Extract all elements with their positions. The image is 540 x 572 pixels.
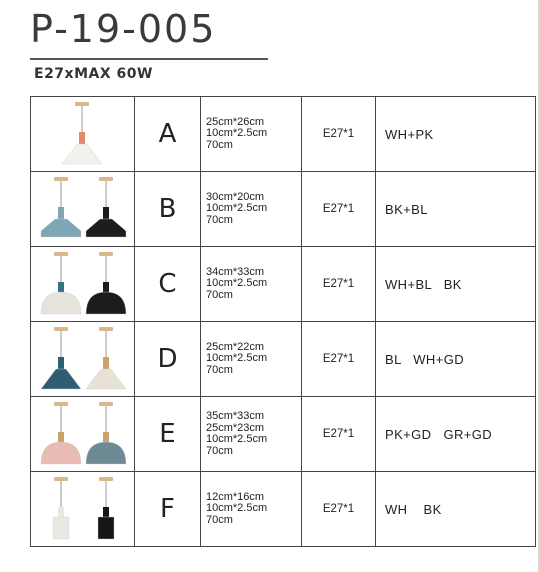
dimension-line: 70cm [206,363,233,376]
dimension-line: 34cm*33cm [206,265,265,278]
dimensions-cell: 34cm*33cm 10cm*2.5cm 70cm [200,246,302,322]
dimensions-cell: 25cm*22cm 10cm*2.5cm 70cm [200,321,302,397]
variant-letter: B [134,171,201,247]
header: P-19-005 [30,6,270,52]
dimension-line: 70cm [206,138,233,151]
pendant-lamp-icon [40,252,82,315]
dimension-line: 70cm [206,288,233,301]
dimension-line: 10cm*2.5cm [206,352,268,365]
dimension-line: 25cm*26cm [206,115,265,128]
color-options-cell: WH BK [375,471,536,547]
product-image [30,171,135,247]
pendant-lamp-icon [85,402,127,465]
lamp-base-cell: E27*1 [301,96,376,172]
product-image [30,246,135,322]
pendant-lamps-illustration [40,402,127,465]
pendant-lamps-illustration [40,177,127,238]
color-options-cell: BL WH+GD [375,321,536,397]
pendant-lamps-illustration [61,102,103,165]
dimensions-cell: 12cm*16cm 10cm*2.5cm 70cm [200,471,302,547]
table-row: F 12cm*16cm 10cm*2.5cm 70cm E27*1 WH BK [30,471,536,547]
pendant-lamp-icon [97,477,115,540]
dimension-line: 10cm*2.5cm [206,502,268,515]
dimension-line: 10cm*2.5cm [206,433,268,445]
dimensions-cell: 35cm*33cm 25cm*23cm 10cm*2.5cm 70cm [200,396,302,472]
pendant-lamp-icon [52,477,70,540]
table-row: B 30cm*20cm 10cm*2.5cm 70cm E27*1 BK+BL [30,171,536,247]
lamp-base-cell: E27*1 [301,321,376,397]
pendant-lamp-icon [61,102,103,165]
product-image [30,96,135,172]
dimensions-cell: 25cm*26cm 10cm*2.5cm 70cm [200,96,302,172]
lamp-base-cell: E27*1 [301,246,376,322]
table-row: C 34cm*33cm 10cm*2.5cm 70cm E27*1 WH+BL BK [30,246,536,322]
variant-letter: A [134,96,201,172]
dimension-line: 25cm*22cm [206,340,265,353]
dimension-line: 10cm*2.5cm [206,277,268,290]
product-image [30,471,135,547]
variant-letter: F [134,471,201,547]
pendant-lamps-illustration [40,252,127,315]
variant-letter: D [134,321,201,397]
dimension-line: 12cm*16cm [206,490,265,503]
variant-letter: E [134,396,201,472]
color-options-cell: WH+BL BK [375,246,536,322]
dimensions-cell: 30cm*20cm 10cm*2.5cm 70cm [200,171,302,247]
lamp-base-cell: E27*1 [301,171,376,247]
pendant-lamp-icon [85,327,127,390]
pendant-lamp-icon [40,177,82,238]
dimension-line: 70cm [206,513,233,526]
table-row: A 25cm*26cm 10cm*2.5cm 70cm E27*1 WH+PK [30,96,536,172]
table-row: D 25cm*22cm 10cm*2.5cm 70cm E27*1 BL WH+GD [30,321,536,397]
dimension-line: 10cm*2.5cm [206,202,268,215]
dimension-line: 10cm*2.5cm [206,127,268,140]
lamp-base-cell: E27*1 [301,471,376,547]
color-options-cell: WH+PK [375,96,536,172]
pendant-lamps-illustration [40,327,127,390]
product-image [30,321,135,397]
dimension-line: 70cm [206,444,233,457]
page-edge-line [538,0,540,572]
pendant-lamps-illustration [52,477,115,540]
dimension-line: 25cm*23cm [206,421,265,434]
dimension-line: 30cm*20cm [206,190,265,203]
dimension-line: 70cm [206,213,233,226]
pendant-lamp-icon [85,252,127,315]
model-number: P-19-005 [30,7,217,51]
pendant-lamp-icon [40,327,82,390]
pendant-lamp-icon [85,177,127,238]
power-spec: E27xMAX 60W [34,66,153,82]
title-underline [30,58,268,60]
lamp-base-cell: E27*1 [301,396,376,472]
pendant-lamp-icon [40,402,82,465]
color-options-cell: PK+GD GR+GD [375,396,536,472]
dimension-line: 35cm*33cm [206,410,265,422]
color-options-cell: BK+BL [375,171,536,247]
product-image [30,396,135,472]
product-table: A 25cm*26cm 10cm*2.5cm 70cm E27*1 WH+PK B 30cm*… [30,96,536,547]
table-row: E 35cm*33cm 25cm*23cm 10cm*2.5cm 70cm E27*1 PK… [30,396,536,472]
variant-letter: C [134,246,201,322]
